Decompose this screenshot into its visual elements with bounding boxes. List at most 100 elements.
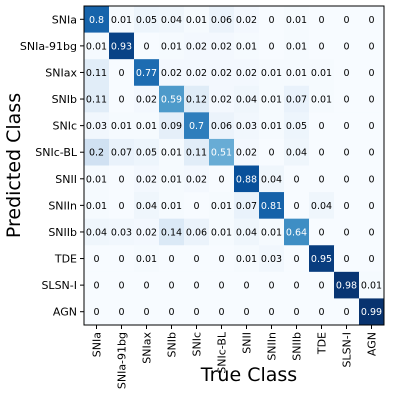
heatmap-cell [259, 271, 285, 299]
cell-value-label: 0.02 [136, 174, 157, 185]
y-tick-label: SNIb [52, 93, 77, 106]
cell-value-label: 0 [268, 15, 274, 26]
heatmap-cell [109, 32, 135, 60]
x-axis-label: True Class [200, 364, 297, 386]
cell-value-label: 0 [168, 307, 174, 318]
cell-value-label: 0.2 [89, 148, 104, 159]
heatmap-cell [284, 32, 310, 60]
cell-value-label: 0 [268, 281, 274, 292]
cell-value-label: 0.09 [161, 121, 182, 132]
cell-value-label: 0.01 [186, 15, 207, 26]
cell-value-label: 0.59 [161, 95, 182, 106]
heatmap-cell [284, 245, 310, 273]
heatmap-cell [184, 165, 210, 193]
heatmap-cell [109, 245, 135, 273]
heatmap-cell [259, 192, 285, 220]
heatmap-cell [159, 59, 185, 87]
heatmap-cell [234, 59, 260, 87]
heatmap-cell [309, 165, 335, 193]
cell-value-label: 0.01 [311, 95, 332, 106]
heatmap-cell [309, 85, 335, 113]
heatmap-cell [134, 85, 160, 113]
heatmap-cell [359, 32, 385, 60]
cell-value-label: 0 [368, 148, 374, 159]
heatmap-cell [259, 218, 285, 246]
cell-value-label: 0.01 [111, 121, 132, 132]
cell-value-label: 0.99 [361, 307, 382, 318]
heatmap-cell [134, 218, 160, 246]
heatmap-cell [259, 138, 285, 166]
y-tick-label: SNIc [52, 120, 77, 133]
cell-value-label: 0.01 [261, 121, 282, 132]
heatmap-cell [184, 6, 210, 33]
cell-value-label: 0 [343, 41, 349, 52]
cell-value-label: 0 [343, 68, 349, 79]
heatmap-cell [234, 298, 260, 326]
cell-value-label: 0.06 [211, 121, 232, 132]
cell-value-label: 0 [368, 254, 374, 265]
heatmap-cell [284, 165, 310, 193]
cell-value-label: 0.04 [236, 227, 257, 238]
heatmap-cell [184, 218, 210, 246]
heatmap-cell [109, 271, 135, 299]
cell-value-label: 0.02 [161, 68, 182, 79]
heatmap-cell [184, 32, 210, 60]
cell-value-label: 0.11 [186, 148, 207, 159]
cell-value-label: 0 [343, 174, 349, 185]
cell-value-label: 0 [343, 95, 349, 106]
heatmap-cell [209, 6, 235, 33]
heatmap-cell [159, 32, 185, 60]
cell-value-label: 0.06 [211, 15, 232, 26]
heatmap-cell [234, 32, 260, 60]
cell-value-label: 0 [168, 254, 174, 265]
cell-value-label: 0.02 [186, 174, 207, 185]
heatmap-cell [334, 271, 360, 299]
heatmap-cell [134, 165, 160, 193]
cell-value-label: 0.01 [161, 41, 182, 52]
heatmap-cell [84, 6, 110, 33]
cell-value-label: 0 [93, 254, 99, 265]
cell-value-label: 0.07 [286, 95, 307, 106]
cell-value-label: 0.05 [136, 148, 157, 159]
cell-value-label: 0 [368, 41, 374, 52]
heatmap-cell [334, 32, 360, 60]
heatmap-cell [309, 32, 335, 60]
cell-value-label: 0 [268, 148, 274, 159]
cell-value-label: 0 [343, 121, 349, 132]
cell-value-label: 0 [318, 281, 324, 292]
heatmap-cell [209, 138, 235, 166]
cell-value-label: 0 [343, 227, 349, 238]
heatmap-cell [359, 165, 385, 193]
cell-value-label: 0.01 [261, 227, 282, 238]
heatmap-cell [109, 138, 135, 166]
cell-value-label: 0.01 [86, 41, 107, 52]
cell-value-label: 0.01 [236, 254, 257, 265]
heatmap-cell [84, 85, 110, 113]
cell-value-label: 0.04 [161, 15, 182, 26]
heatmap-cell [234, 271, 260, 299]
heatmap-cell [359, 245, 385, 273]
x-tick-label: SNIb [166, 332, 179, 357]
cell-value-label: 0.05 [136, 15, 157, 26]
cell-value-label: 0 [343, 201, 349, 212]
heatmap-cell [309, 192, 335, 220]
cell-value-label: 0.01 [211, 227, 232, 238]
cell-value-label: 0.02 [211, 95, 232, 106]
y-tick-label: SNIax [45, 66, 77, 79]
heatmap-cell [234, 138, 260, 166]
heatmap-cell [184, 271, 210, 299]
heatmap-cell [309, 112, 335, 140]
x-tick-label: TDE [316, 332, 329, 355]
heatmap-cell [159, 85, 185, 113]
cell-value-label: 0.93 [111, 41, 132, 52]
heatmap-cell [84, 218, 110, 246]
heatmap-cell [359, 59, 385, 87]
heatmap-cell [159, 138, 185, 166]
heatmap-cell [359, 6, 385, 33]
cell-value-label: 0.04 [311, 201, 332, 212]
cell-value-label: 0.04 [86, 227, 107, 238]
heatmap-cell [334, 298, 360, 326]
heatmap-cell [259, 85, 285, 113]
heatmap-cell [134, 245, 160, 273]
heatmap-cell [334, 59, 360, 87]
